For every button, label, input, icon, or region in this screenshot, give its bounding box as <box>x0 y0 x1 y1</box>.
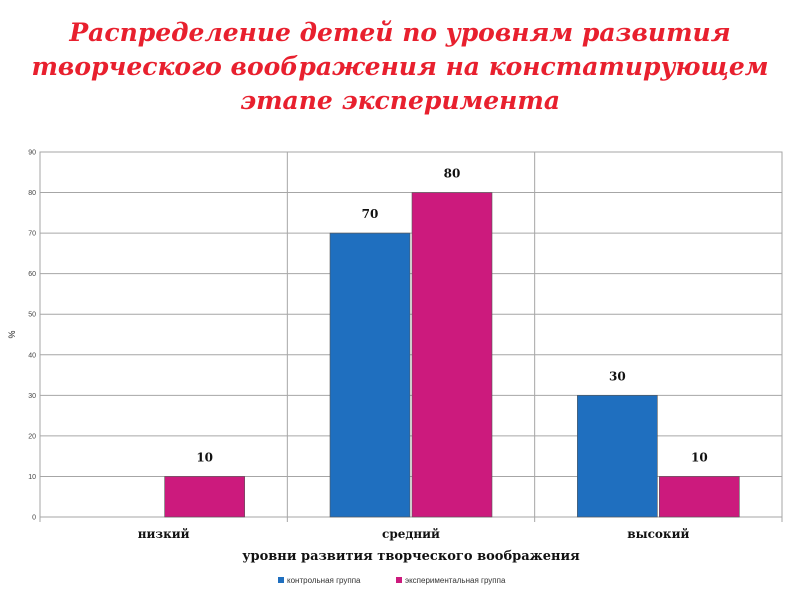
y-tick-label: 50 <box>28 312 36 319</box>
data-label: 30 <box>609 369 626 383</box>
y-tick-label: 40 <box>28 352 36 359</box>
bar <box>329 232 411 518</box>
y-tick-label: 70 <box>28 231 36 238</box>
x-tick-label: средний <box>382 527 440 541</box>
y-tick-label: 30 <box>28 393 36 400</box>
y-tick-label: 20 <box>28 433 36 440</box>
legend-label: контрольная группа <box>287 576 361 585</box>
legend-swatch <box>396 577 402 583</box>
bar <box>411 192 493 518</box>
y-tick-label: 80 <box>28 190 36 197</box>
x-tick-label: низкий <box>138 527 190 541</box>
x-axis-title: уровни развития творческого воображения <box>242 549 580 564</box>
chart-title-line-2: творческого воображения на констатирующе… <box>31 52 769 81</box>
chart-title-line-1: Распределение детей по уровням развития <box>69 18 731 47</box>
bar <box>659 476 740 518</box>
legend-label: экспериментальная группа <box>405 576 506 585</box>
data-label: 10 <box>691 450 708 464</box>
chart-title-line-3: этапе эксперимента <box>239 86 561 115</box>
legend-swatch <box>278 577 284 583</box>
y-axis-title: % <box>7 330 17 338</box>
data-label: 10 <box>196 450 213 464</box>
y-tick-label: 0 <box>32 515 36 522</box>
x-tick-label: высокий <box>627 527 689 541</box>
y-tick-label: 60 <box>28 271 36 278</box>
bar <box>577 395 658 518</box>
chart-title: Распределение детей по уровням развития … <box>0 16 800 118</box>
y-tick-label: 10 <box>28 474 36 481</box>
y-tick-label: 90 <box>28 150 36 157</box>
plot-area <box>39 151 783 518</box>
data-label: 80 <box>444 167 461 181</box>
bar <box>164 476 245 518</box>
data-label: 70 <box>362 207 379 221</box>
